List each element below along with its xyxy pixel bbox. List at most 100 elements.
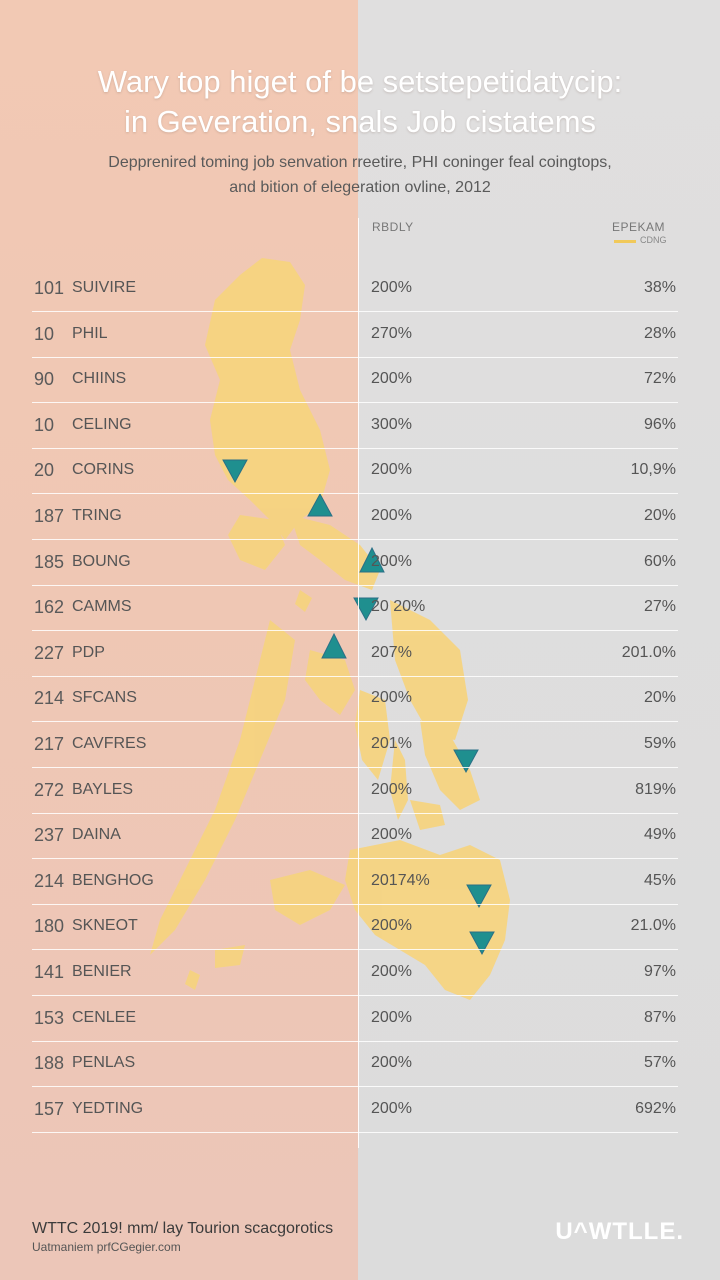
- map-pin-icon: [321, 632, 347, 659]
- row-name: PDP: [72, 643, 105, 661]
- title-line-2: in Geveration, snals Job cistatems: [123, 104, 597, 139]
- table-row: 272 BAYLES 200% 819%: [32, 768, 678, 814]
- table-row: 162 CAMMS 20 20% 27%: [32, 585, 678, 632]
- row-rank: 90: [34, 369, 55, 390]
- page-subtitle: Depprenired toming job senvation rreetir…: [40, 150, 680, 200]
- row-name: BENGHOG: [72, 871, 154, 889]
- table-row: 188 PENLAS 200% 57%: [32, 1041, 678, 1088]
- map-island-panay: [305, 650, 355, 715]
- column-header-middle: RBDLY: [372, 220, 414, 234]
- page-title: Wary top higet of be setstepetidatycip: …: [20, 62, 700, 142]
- table-row: 227 PDP 207% 201.0%: [32, 631, 678, 677]
- row-value-right: 96%: [643, 415, 676, 433]
- table-row: 90 CHIINS 200% 72%: [32, 357, 678, 404]
- row-value-right: 27%: [643, 598, 676, 616]
- footer-credit: Uatmaniem prfCGegier.com: [32, 1240, 181, 1254]
- footer-source: WTTC 2019! mm/ lay Tourion scacgorotics: [32, 1220, 334, 1237]
- row-value-right: 45%: [643, 871, 676, 889]
- row-value-middle: 200%: [371, 461, 412, 479]
- map-pin-icon: [469, 931, 495, 956]
- row-rank: 185: [34, 551, 65, 572]
- row-rank: 272: [34, 779, 65, 800]
- row-value-right: 20%: [643, 689, 676, 707]
- row-value-middle: 200%: [371, 689, 412, 707]
- row-value-right: 72%: [643, 370, 676, 388]
- row-rank: 157: [34, 1098, 65, 1119]
- table-row: 185 BOUNG 200% 60%: [32, 540, 678, 586]
- row-value-middle: 200%: [371, 1008, 412, 1026]
- title-line-1: Wary top higet of be setstepetidatycip:: [97, 64, 623, 99]
- row-value-right: 57%: [643, 1054, 676, 1072]
- row-value-middle: 200%: [371, 370, 412, 388]
- table-row: 237 DAINA 200% 49%: [32, 813, 678, 860]
- row-value-middle: 300%: [371, 415, 412, 433]
- map-island-small-1: [295, 590, 312, 612]
- row-rank: 237: [34, 825, 65, 846]
- row-rank: 227: [34, 642, 65, 663]
- row-value-middle: 200%: [371, 279, 412, 296]
- subtitle-line-2: and bition of elegeration ovline, 2012: [229, 179, 491, 196]
- map-island-leyte: [420, 720, 480, 810]
- row-value-middle: 200%: [371, 780, 412, 798]
- column-header-right: EPEKAM: [612, 220, 666, 234]
- row-value-middle: 200%: [371, 826, 412, 844]
- map-pin-icon: [307, 492, 333, 517]
- row-name: CHIINS: [72, 370, 127, 388]
- row-rank: 214: [34, 870, 65, 891]
- map-pin-icon: [353, 597, 379, 622]
- row-value-right: 59%: [643, 735, 676, 752]
- table-row: 153 CENLEE 200% 87%: [32, 996, 678, 1042]
- row-rank: 20: [34, 460, 55, 481]
- row-name: CAVFRES: [72, 735, 147, 752]
- row-value-middle: 270%: [371, 324, 412, 342]
- map-pin-icon: [466, 884, 492, 909]
- row-value-right: 60%: [643, 552, 676, 570]
- table-row: 101 SUIVIRE 200% 38%: [32, 266, 678, 312]
- row-value-middle: 200%: [371, 917, 412, 935]
- table-row: 214 BENGHOG 20174% 45%: [32, 859, 678, 905]
- row-rank: 217: [34, 734, 65, 754]
- row-name: CORINS: [72, 461, 135, 479]
- row-name: SUIVIRE: [72, 279, 137, 296]
- table-row: 157 YEDTING 200% 692%: [32, 1087, 678, 1133]
- map-island-mindoro: [228, 515, 285, 570]
- table-row: 180 SKNEOT 200% 21.0%: [32, 904, 678, 951]
- row-rank: 141: [34, 962, 65, 982]
- row-name: CAMMS: [72, 598, 132, 616]
- subtitle-line-1: Depprenired toming job senvation rreetir…: [108, 154, 612, 171]
- row-rank: 153: [34, 1007, 65, 1028]
- table-row: 187 TRING 200% 20%: [32, 494, 678, 540]
- row-value-right: 20%: [643, 507, 676, 524]
- map-island-cebu: [390, 740, 408, 820]
- row-name: CELING: [72, 415, 132, 433]
- brand-logo: U^WTLLE.: [555, 1218, 684, 1245]
- row-value-middle: 200%: [371, 552, 412, 570]
- row-value-right: 10,9%: [630, 461, 676, 479]
- column-divider: [358, 218, 359, 1148]
- map-island-samar: [390, 600, 468, 740]
- legend-swatch: [614, 240, 636, 243]
- row-name: PENLAS: [72, 1054, 136, 1072]
- row-rank: 188: [34, 1053, 65, 1074]
- row-rank: 187: [34, 506, 65, 526]
- map-pin-icon: [222, 459, 248, 484]
- row-rank: 10: [34, 323, 55, 344]
- row-name: SFCANS: [72, 689, 137, 707]
- row-name: BENIER: [72, 963, 132, 980]
- map-island-small-2: [185, 970, 200, 990]
- row-name: SKNEOT: [72, 917, 138, 935]
- map-island-zamboanga: [270, 870, 345, 925]
- row-name: BAYLES: [72, 780, 134, 798]
- map-island-sulu: [215, 945, 245, 968]
- map-island-negros: [355, 690, 390, 780]
- row-rank: 180: [34, 916, 65, 937]
- row-value-middle: 200%: [371, 1099, 412, 1117]
- map-island-bohol: [410, 800, 445, 830]
- table-row: 141 BENIER 200% 97%: [32, 950, 678, 996]
- map-pin-icon: [453, 749, 479, 774]
- row-value-right: 49%: [643, 826, 676, 844]
- row-value-middle: 20 20%: [371, 598, 426, 616]
- row-rank: 101: [34, 278, 65, 298]
- row-name: CENLEE: [72, 1008, 137, 1026]
